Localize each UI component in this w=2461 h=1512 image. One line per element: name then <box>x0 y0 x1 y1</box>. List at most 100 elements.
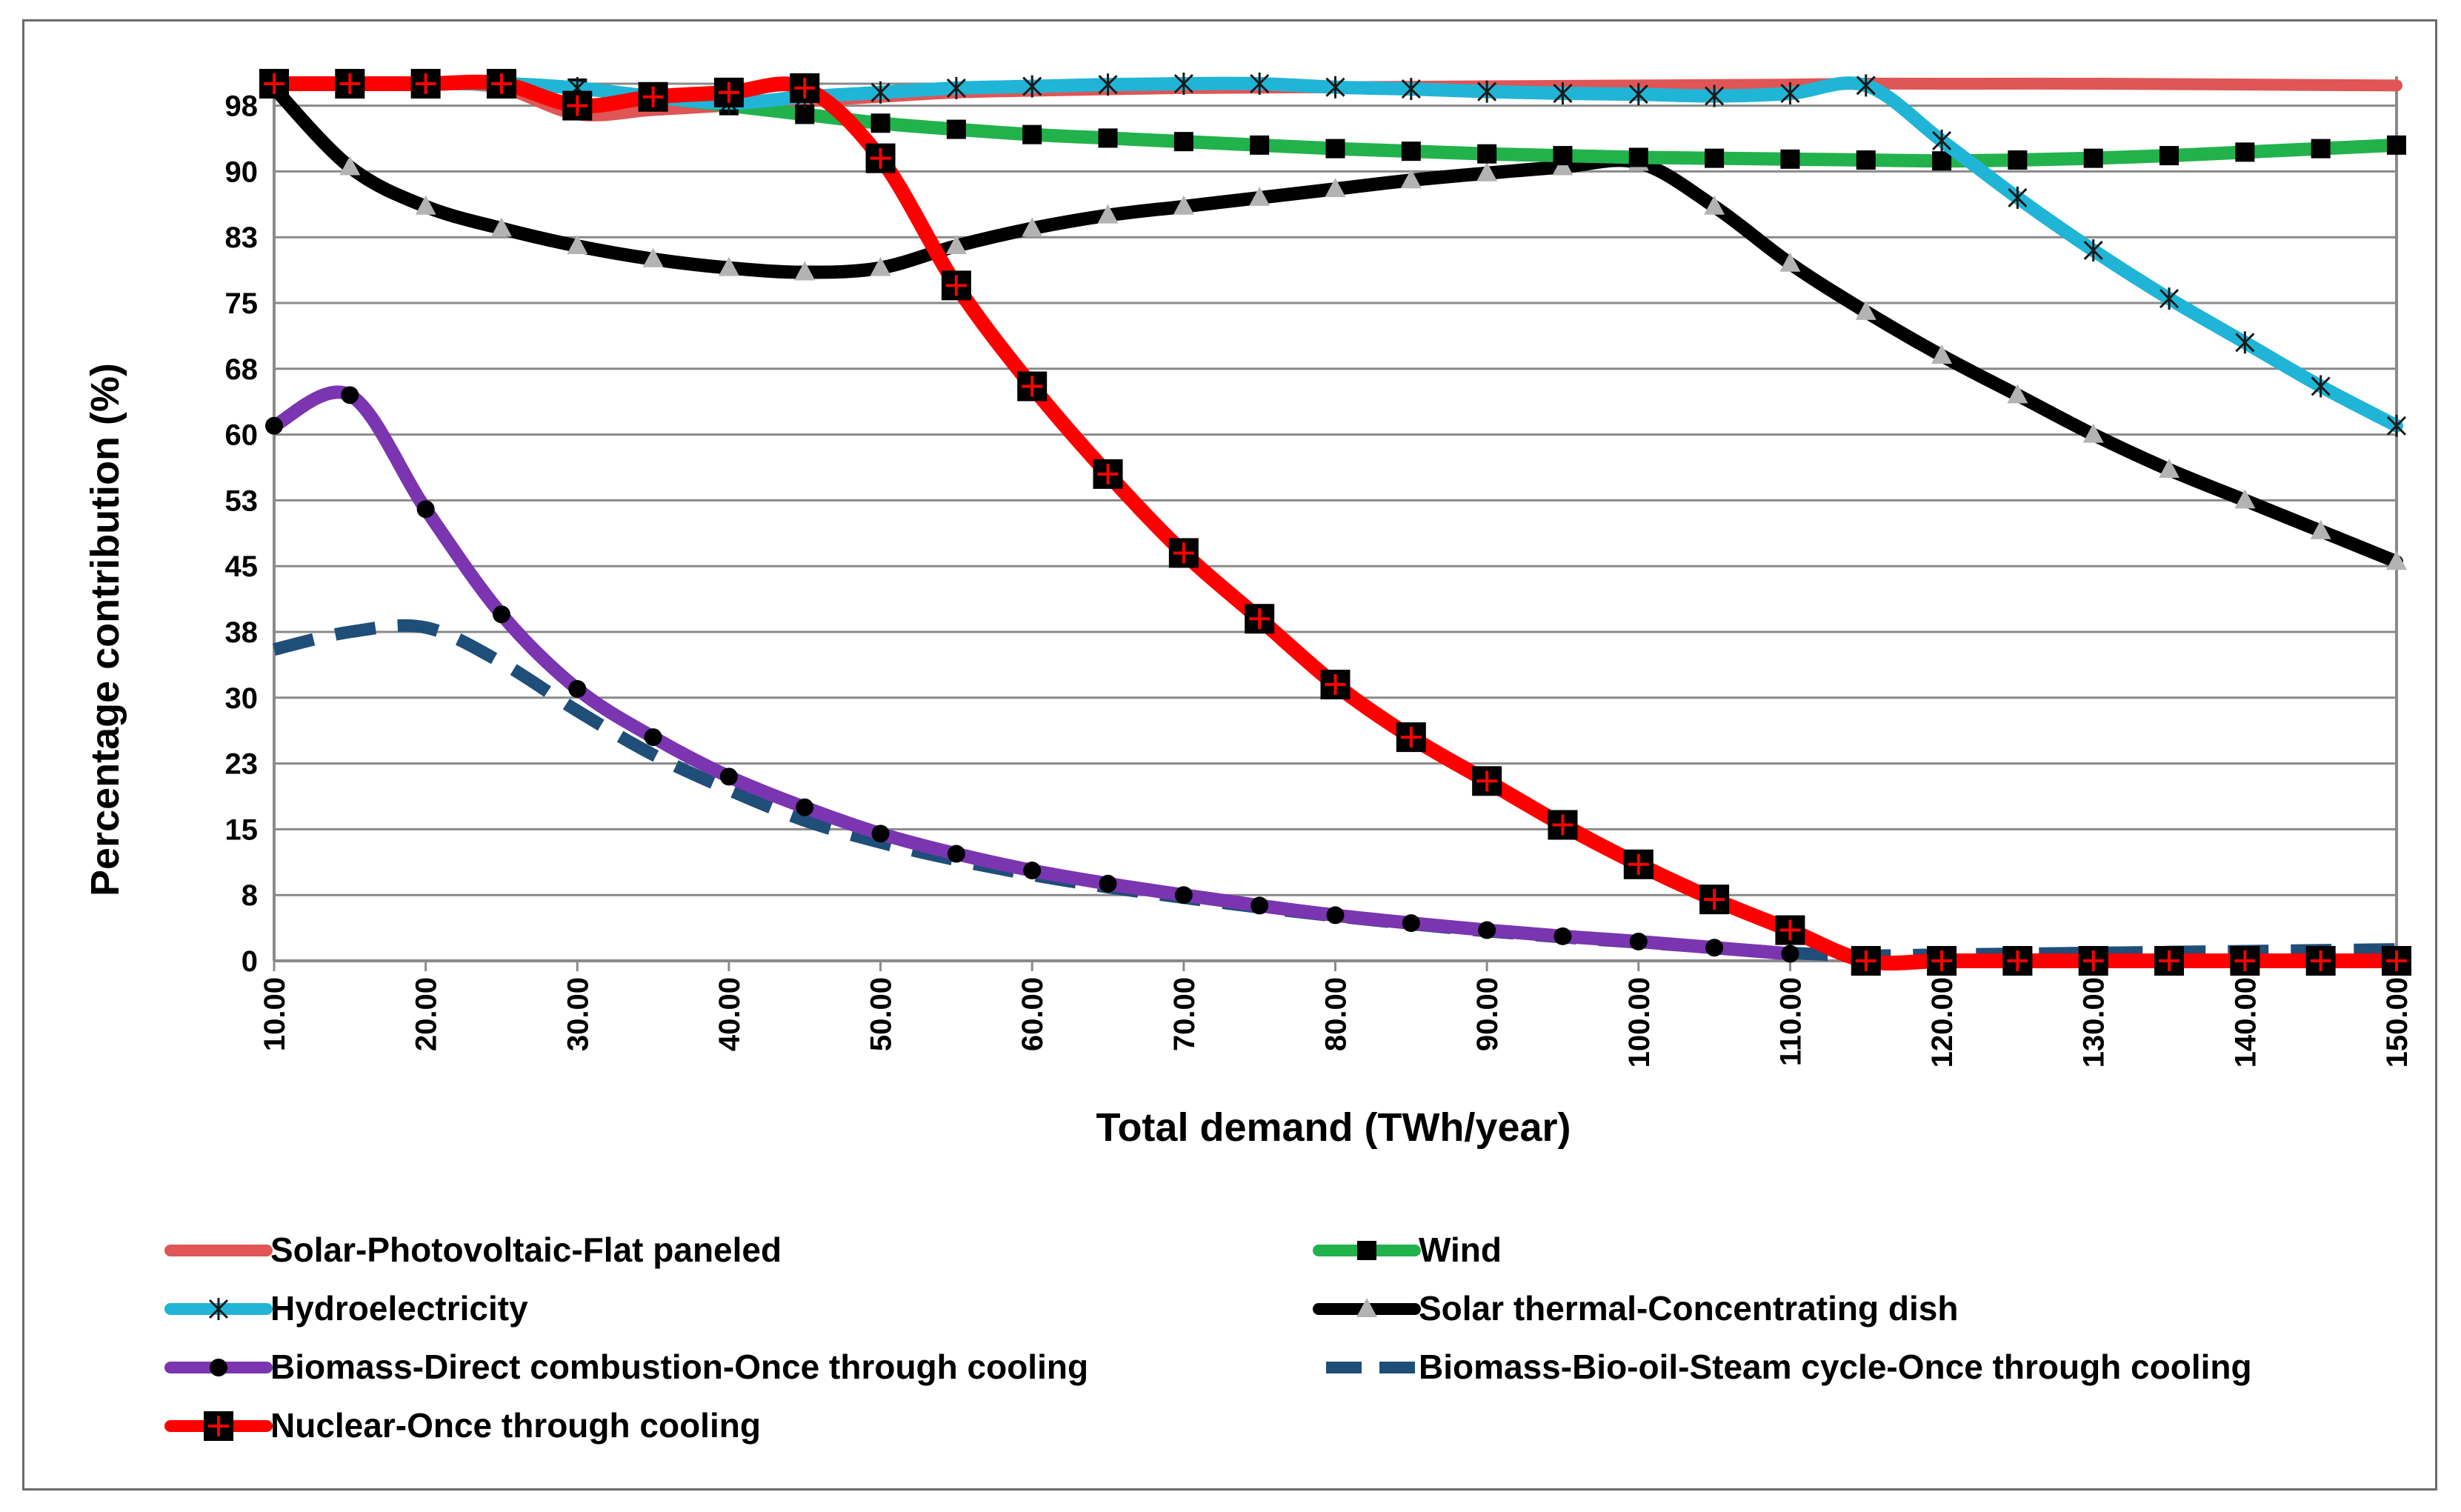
data-point <box>794 261 816 281</box>
data-point <box>486 69 516 99</box>
data-point <box>796 798 814 816</box>
legend-item: Wind <box>1313 1230 1502 1269</box>
data-point <box>1400 169 1422 189</box>
data-point <box>1856 74 1876 97</box>
axes <box>273 76 2398 971</box>
x-tick-label: 60.00 <box>1016 977 1049 1051</box>
data-point <box>1022 124 1042 144</box>
data-point <box>1552 156 1573 176</box>
legend-label: Solar thermal-Concentrating dish <box>1419 1289 1958 1328</box>
data-point <box>1704 195 1725 215</box>
data-point <box>1927 946 1957 976</box>
data-point <box>946 119 966 139</box>
x-tick-label: 30.00 <box>562 977 594 1051</box>
data-point <box>1699 885 1730 915</box>
data-point <box>1623 849 1654 879</box>
gridlines <box>274 82 2397 896</box>
legend-label: Nuclear-Once through cooling <box>270 1406 761 1445</box>
data-point <box>2305 946 2336 976</box>
data-point <box>1477 80 1497 103</box>
data-point <box>870 113 890 133</box>
x-tick-label: 90.00 <box>1471 977 1504 1051</box>
legend-item: Nuclear-Once through cooling <box>164 1406 761 1445</box>
data-point <box>2382 946 2411 976</box>
y-tick-label: 60 <box>225 419 259 452</box>
data-point <box>341 386 359 404</box>
data-point <box>1705 148 1725 168</box>
data-point <box>1780 82 1800 105</box>
data-point <box>1173 195 1194 215</box>
x-tick-label: 70.00 <box>1168 977 1201 1051</box>
legend-item: Biomass-Direct combustion-Once through c… <box>164 1348 1088 1386</box>
data-point <box>1357 1241 1376 1260</box>
x-tick-label: 130.00 <box>2078 977 2111 1068</box>
x-tick-label: 80.00 <box>1320 977 1353 1051</box>
data-point <box>947 845 965 863</box>
legend-label: Biomass-Direct combustion-Once through c… <box>270 1348 1088 1386</box>
data-point <box>265 416 283 435</box>
legend: Solar-Photovoltaic-Flat paneled Wind Hydro… <box>164 1230 2252 1445</box>
data-point <box>1173 132 1193 152</box>
data-point <box>2235 142 2255 162</box>
data-point <box>1472 766 1502 796</box>
data-point <box>2008 150 2028 170</box>
data-point <box>2154 946 2185 976</box>
series-2 <box>264 73 2407 437</box>
data-point <box>1098 73 1118 96</box>
data-point <box>2083 239 2103 262</box>
data-point <box>638 81 668 112</box>
data-point <box>1249 186 1271 206</box>
data-point <box>1855 300 1876 320</box>
data-point <box>2235 331 2255 354</box>
legend-label: Hydroelectricity <box>270 1289 528 1328</box>
data-point <box>339 156 361 176</box>
data-point <box>2083 148 2103 168</box>
data-point <box>1553 146 1573 166</box>
data-point <box>1628 83 1648 106</box>
data-point <box>1325 139 1345 159</box>
data-point <box>2230 946 2260 976</box>
legend-item: Biomass-Bio-oil-Steam cycle-Once through… <box>1326 1348 2252 1386</box>
data-point <box>2310 519 2331 539</box>
legend-item: Hydroelectricity <box>164 1289 528 1328</box>
data-point <box>1245 604 1275 634</box>
y-tick-label: 8 <box>242 879 258 912</box>
legend-item: Solar-Photovoltaic-Flat paneled <box>164 1230 782 1269</box>
y-tick-label: 0 <box>242 945 258 978</box>
data-point <box>1023 862 1042 880</box>
x-tick-label: 100.00 <box>1623 977 1656 1068</box>
tick-labels: 0 8 15 23 30 38 45 53 60 68 75 83 90 98 10.00 20.00 30.0… <box>225 90 2414 1068</box>
data-point <box>2007 384 2028 404</box>
data-point <box>2234 489 2256 509</box>
data-point <box>415 195 436 215</box>
data-point <box>946 76 966 99</box>
y-tick-label: 45 <box>225 550 259 583</box>
data-point <box>1548 810 1578 840</box>
data-point <box>1553 82 1573 105</box>
data-point <box>1476 161 1498 181</box>
data-point <box>1326 906 1345 925</box>
data-point <box>1775 915 1805 945</box>
x-tick-label: 50.00 <box>865 977 898 1051</box>
data-point <box>2008 186 2028 209</box>
data-point <box>568 679 587 698</box>
data-point <box>1097 204 1119 224</box>
data-point <box>865 143 896 173</box>
x-tick-label: 120.00 <box>1926 977 1959 1068</box>
data-point <box>941 270 971 301</box>
series-line <box>267 74 2404 971</box>
data-point <box>1705 84 1725 107</box>
data-point <box>945 235 967 255</box>
data-point <box>1932 151 1952 171</box>
data-point <box>2386 550 2407 570</box>
y-tick-label: 75 <box>225 287 259 320</box>
data-point <box>642 247 664 267</box>
data-point <box>2159 458 2180 478</box>
legend-label: Wind <box>1419 1230 1502 1269</box>
data-point <box>1017 371 1048 402</box>
data-point <box>1168 538 1199 568</box>
data-point <box>2386 414 2407 437</box>
data-point <box>1478 921 1496 939</box>
data-point <box>713 77 744 107</box>
